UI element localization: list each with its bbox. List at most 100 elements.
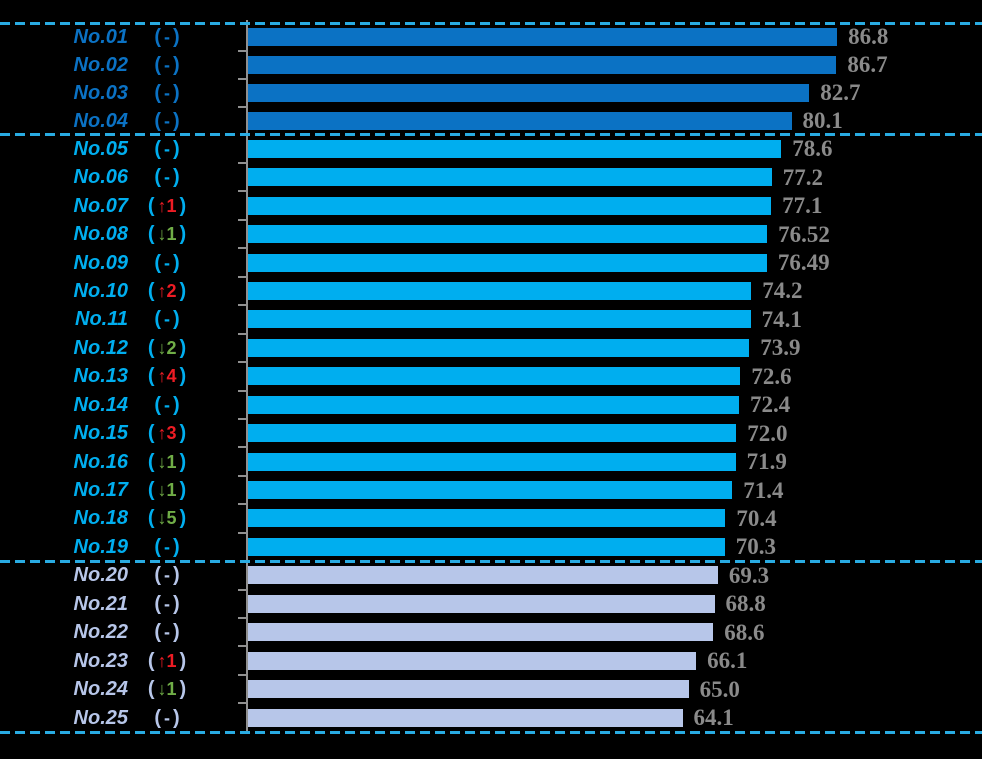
- axis-tick: [238, 105, 246, 108]
- axis-tick: [238, 332, 246, 335]
- paren-open: (: [147, 479, 155, 502]
- axis-tick: [238, 247, 246, 250]
- rank-change-badge: (-): [136, 594, 198, 614]
- paren-close: ): [179, 365, 187, 388]
- bar: [246, 594, 715, 613]
- rank-change-value: -: [164, 26, 170, 47]
- bar-track: 86.8: [238, 23, 982, 52]
- rank-change-value: ↑2: [157, 280, 177, 301]
- rank-change-badge: (-): [136, 27, 198, 47]
- paren-close: ): [173, 81, 180, 104]
- bar: [246, 310, 751, 329]
- axis-tick: [238, 503, 246, 506]
- paren-open: (: [154, 166, 161, 189]
- rank-change-value: -: [164, 138, 170, 159]
- rank-change-value: -: [164, 622, 170, 643]
- axis-tick: [238, 617, 246, 619]
- rank-change-value: ↓5: [157, 508, 177, 529]
- axis-tick: [238, 190, 246, 193]
- axis-tick: [238, 417, 246, 420]
- rank-change-value: -: [164, 394, 170, 415]
- rank-label: No.04: [73, 109, 128, 132]
- chart-row: No.21 (-) 68.8: [0, 590, 982, 619]
- paren-close: ): [179, 194, 187, 217]
- rank-label: No.18: [73, 507, 128, 530]
- chart-row: No.13 (↑4) 72.6: [0, 362, 982, 392]
- bar-track: 69.3: [238, 561, 982, 591]
- rank-change-badge: (-): [136, 139, 198, 159]
- chart-row: No.10 (↑2) 74.2: [0, 277, 982, 307]
- value-label: 66.1: [707, 648, 748, 674]
- bar: [246, 253, 767, 272]
- value-label: 76.52: [778, 221, 830, 247]
- rank-change-value: ↑1: [157, 195, 177, 216]
- paren-open: (: [154, 706, 161, 729]
- paren-open: (: [154, 251, 161, 274]
- rank-label: No.17: [73, 479, 128, 502]
- rank-change-value: -: [164, 54, 170, 75]
- value-label: 86.7: [847, 52, 888, 78]
- value-label: 68.6: [724, 619, 765, 645]
- rank-change-value: -: [164, 309, 170, 330]
- bar: [246, 537, 725, 556]
- paren-close: ): [179, 450, 187, 473]
- rank-label: No.13: [73, 365, 128, 388]
- bar-track: 73.9: [238, 334, 982, 364]
- group-separator-dashed-line: [0, 21, 982, 25]
- value-label: 68.8: [725, 591, 766, 617]
- bar-track: 66.1: [238, 646, 982, 676]
- value-label: 72.0: [747, 420, 788, 446]
- bar: [246, 83, 810, 102]
- paren-open: (: [154, 564, 161, 587]
- paren-close: ): [173, 25, 180, 48]
- rank-change-value: -: [164, 82, 170, 103]
- rank-label: No.25: [73, 706, 128, 729]
- rank-change-value: ↓1: [157, 679, 177, 700]
- paren-close: ): [179, 649, 187, 672]
- rank-label: No.24: [73, 678, 128, 701]
- paren-open: (: [154, 81, 161, 104]
- paren-close: ): [179, 279, 187, 302]
- paren-close: ): [173, 166, 180, 189]
- paren-open: (: [147, 422, 155, 445]
- bar-track: 65.0: [238, 675, 982, 705]
- paren-close: ): [173, 308, 180, 331]
- bar: [246, 452, 736, 471]
- rank-label: No.20: [73, 564, 128, 587]
- bar: [246, 111, 792, 130]
- bar-track: 70.4: [238, 504, 982, 534]
- bar: [246, 708, 683, 727]
- rank-label: No.22: [73, 621, 128, 644]
- paren-close: ): [179, 223, 187, 246]
- value-label: 74.1: [761, 306, 802, 332]
- chart-rows-container: No.01 (-) 86.8 No.02 (-) 86.7 No.03 (-) …: [0, 23, 982, 732]
- bar: [246, 623, 714, 642]
- rank-change-value: -: [164, 536, 170, 557]
- value-label: 71.9: [746, 449, 787, 475]
- rank-change-badge: (-): [136, 111, 198, 131]
- paren-close: ): [179, 507, 187, 530]
- paren-close: ): [173, 535, 180, 558]
- rank-label: No.10: [73, 279, 128, 302]
- paren-close: ): [173, 592, 180, 615]
- rank-change-badge: (↓1): [136, 480, 198, 500]
- paren-close: ): [173, 564, 180, 587]
- paren-close: ): [179, 479, 187, 502]
- rank-change-badge: (-): [136, 565, 198, 585]
- rank-label: No.07: [73, 194, 128, 217]
- chart-row: No.02 (-) 86.7: [0, 51, 982, 80]
- axis-tick: [238, 275, 246, 278]
- paren-open: (: [154, 109, 161, 132]
- paren-close: ): [173, 251, 180, 274]
- chart-row: No.24 (↓1) 65.0: [0, 675, 982, 705]
- chart-row: No.14 (-) 72.4: [0, 391, 982, 420]
- bar-track: 64.1: [246, 703, 982, 731]
- group-separator-dashed-line: [0, 133, 982, 137]
- chart-row: No.09 (-) 76.49: [0, 248, 982, 278]
- bar: [246, 367, 741, 386]
- bar-track: 74.1: [238, 305, 982, 335]
- value-label: 69.3: [728, 562, 770, 588]
- axis-tick: [238, 49, 246, 52]
- paren-open: (: [154, 535, 161, 558]
- paren-open: (: [154, 25, 161, 48]
